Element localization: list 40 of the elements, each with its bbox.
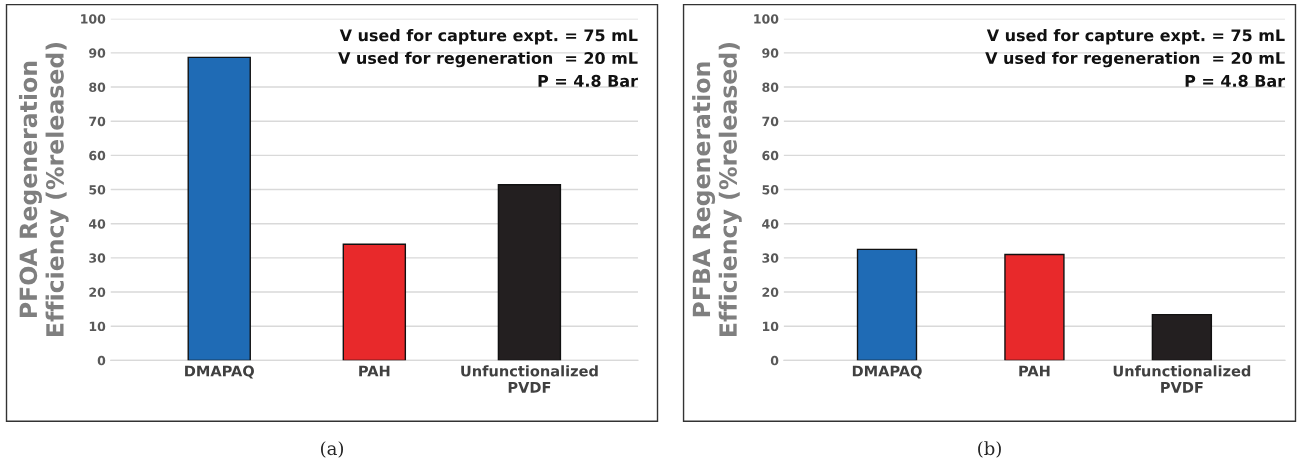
y-tick-label: 80 (89, 82, 106, 92)
x-tick-label: DMAPAQ (852, 365, 922, 379)
y-tick-label: 0 (97, 355, 106, 366)
text: (a) (321, 441, 344, 458)
y-tick-label: 30 (89, 253, 106, 263)
y-tick-label: 10 (762, 321, 779, 332)
bar (497, 184, 562, 361)
bar (342, 243, 407, 361)
bar (856, 248, 918, 361)
y-tick-label: 60 (89, 150, 106, 161)
annotation: V used for capture expt. = 75 mL V used for regeneration = 20 mL P = 4.8 Bar (985, 28, 1286, 87)
y-tick-label: 90 (89, 48, 106, 58)
y-tick-label: 30 (762, 253, 779, 263)
x-tick-label: Unfunctionalized PVDF (1113, 365, 1251, 393)
y-axis-title: PFOA Regeneration Efficiency (%released) (18, 42, 69, 336)
y-tick-label: 100 (81, 14, 106, 24)
y-tick-label: 60 (762, 150, 779, 161)
y-tick-label: 70 (762, 116, 779, 127)
y-axis-title: PFBA Regeneration Efficiency (%released) (692, 42, 742, 336)
bar (1151, 313, 1213, 361)
x-tick-label: PAH (359, 365, 390, 377)
y-tick-label: 100 (754, 14, 779, 24)
y-tick-label: 80 (762, 82, 779, 92)
x-tick-label: Unfunctionalized PVDF (461, 365, 598, 393)
annotation: V used for capture expt. = 75 mL V used for regeneration = 20 mL P = 4.8 Bar (338, 28, 638, 87)
y-tick-label: 40 (762, 219, 779, 229)
y-tick-label: 40 (88, 219, 106, 229)
y-tick-label: 90 (762, 48, 779, 58)
y-tick-label: 70 (89, 116, 106, 127)
y-tick-label: 50 (89, 185, 106, 195)
x-tick-label: DMAPAQ (185, 365, 254, 379)
y-tick-label: 20 (762, 287, 779, 297)
text: (b) (978, 441, 1001, 458)
bar (1004, 253, 1065, 361)
y-tick-label: 10 (89, 321, 106, 332)
bar (187, 56, 251, 361)
x-tick-label: PAH (1019, 365, 1050, 377)
y-tick-label: 50 (762, 185, 779, 195)
y-tick-label: 0 (770, 355, 779, 366)
y-tick-label: 20 (89, 287, 106, 297)
